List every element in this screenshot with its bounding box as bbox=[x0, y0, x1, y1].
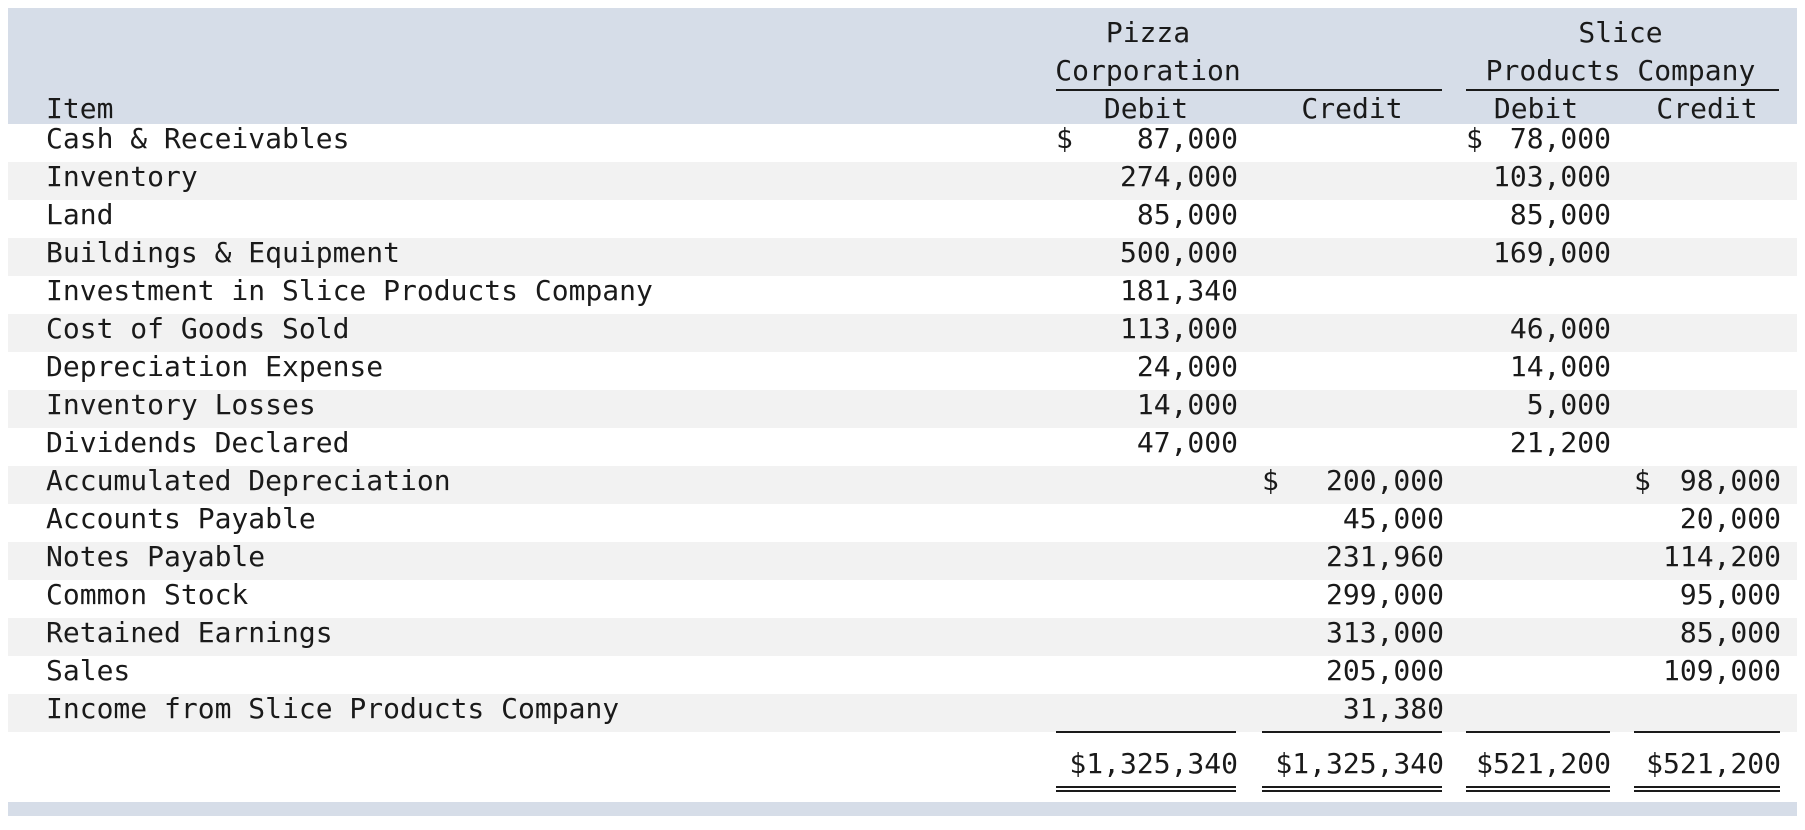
pizza-debit-double-rule bbox=[1056, 786, 1236, 792]
amount-cell: 85,000 bbox=[1679, 616, 1781, 649]
row-stripe bbox=[8, 542, 1797, 580]
amount-cell: 169,000 bbox=[1492, 236, 1611, 269]
row-item-label: Income from Slice Products Company bbox=[46, 692, 620, 725]
slice-credit-total: $521,200 bbox=[1646, 747, 1781, 780]
pizza-header-line2: Corporation bbox=[1055, 54, 1241, 87]
header-background bbox=[8, 8, 1797, 124]
row-item-label: Retained Earnings bbox=[46, 616, 333, 649]
amount-cell: 21,200 bbox=[1509, 426, 1611, 459]
slice-credit-total-rule bbox=[1634, 731, 1780, 733]
amount-cell: 85,000 bbox=[1136, 198, 1238, 231]
amount-cell: 299,000 bbox=[1325, 578, 1444, 611]
amount-cell: 205,000 bbox=[1325, 654, 1444, 687]
amount-cell: 85,000 bbox=[1509, 198, 1611, 231]
row-item-label: Inventory Losses bbox=[46, 388, 316, 421]
row-stripe bbox=[8, 618, 1797, 656]
amount-cell: 46,000 bbox=[1509, 312, 1611, 345]
currency-symbol: $ bbox=[1262, 464, 1279, 497]
currency-symbol: $ bbox=[1056, 122, 1073, 155]
row-item-label: Depreciation Expense bbox=[46, 350, 384, 383]
row-item-label: Inventory bbox=[46, 160, 198, 193]
amount-cell: 109,000 bbox=[1662, 654, 1781, 687]
row-item-label: Buildings & Equipment bbox=[46, 236, 401, 269]
row-item-label: Cash & Receivables bbox=[46, 122, 350, 155]
pizza-debit-total-rule bbox=[1056, 731, 1236, 733]
row-item-label: Common Stock bbox=[46, 578, 249, 611]
slice-debit-header: Debit bbox=[1493, 92, 1579, 125]
amount-cell: 31,380 bbox=[1342, 692, 1444, 725]
pizza-credit-double-rule bbox=[1262, 786, 1442, 792]
slice-header-line2: Products Company bbox=[1485, 54, 1756, 87]
row-stripe bbox=[8, 162, 1797, 200]
amount-cell: 114,200 bbox=[1662, 540, 1781, 573]
row-item-label: Investment in Slice Products Company bbox=[46, 274, 653, 307]
pizza-debit-total: $1,325,340 bbox=[1069, 747, 1238, 780]
currency-symbol: $ bbox=[1634, 464, 1651, 497]
slice-credit-double-rule bbox=[1634, 786, 1780, 792]
amount-cell: 14,000 bbox=[1509, 350, 1611, 383]
row-item-label: Cost of Goods Sold bbox=[46, 312, 350, 345]
amount-cell: 313,000 bbox=[1325, 616, 1444, 649]
amount-cell: 231,960 bbox=[1325, 540, 1444, 573]
row-item-label: Accumulated Depreciation bbox=[46, 464, 451, 497]
pizza-debit-header: Debit bbox=[1103, 92, 1189, 125]
footer-band bbox=[8, 802, 1797, 816]
row-stripe bbox=[8, 238, 1797, 276]
row-stripe bbox=[8, 314, 1797, 352]
trial-balance-table: Pizza Corporation Slice Products Company… bbox=[8, 8, 1797, 826]
row-item-label: Land bbox=[46, 198, 114, 231]
pizza-credit-total: $1,325,340 bbox=[1275, 747, 1444, 780]
row-stripe bbox=[8, 390, 1797, 428]
amount-cell: 500,000 bbox=[1119, 236, 1238, 269]
pizza-header-underline bbox=[1056, 89, 1442, 91]
pizza-header-line1: Pizza bbox=[1105, 16, 1191, 49]
pizza-credit-total-rule bbox=[1262, 731, 1442, 733]
amount-cell: 45,000 bbox=[1342, 502, 1444, 535]
row-item-label: Dividends Declared bbox=[46, 426, 350, 459]
amount-cell: 24,000 bbox=[1136, 350, 1238, 383]
amount-cell: 87,000 bbox=[1136, 122, 1238, 155]
amount-cell: 103,000 bbox=[1492, 160, 1611, 193]
amount-cell: 47,000 bbox=[1136, 426, 1238, 459]
slice-debit-total-rule bbox=[1466, 731, 1610, 733]
row-stripe bbox=[8, 466, 1797, 504]
slice-debit-double-rule bbox=[1466, 786, 1610, 792]
amount-cell: 14,000 bbox=[1136, 388, 1238, 421]
slice-header-line1: Slice bbox=[1578, 16, 1663, 49]
row-item-label: Accounts Payable bbox=[46, 502, 316, 535]
amount-cell: 274,000 bbox=[1119, 160, 1238, 193]
amount-cell: 78,000 bbox=[1509, 122, 1611, 155]
amount-cell: 5,000 bbox=[1526, 388, 1611, 421]
slice-credit-header: Credit bbox=[1656, 92, 1758, 125]
amount-cell: 181,340 bbox=[1119, 274, 1238, 307]
amount-cell: 20,000 bbox=[1679, 502, 1781, 535]
amount-cell: 113,000 bbox=[1119, 312, 1238, 345]
amount-cell: 95,000 bbox=[1679, 578, 1781, 611]
row-stripe bbox=[8, 694, 1797, 732]
row-item-label: Notes Payable bbox=[46, 540, 266, 573]
item-column-header: Item bbox=[46, 92, 114, 125]
slice-debit-total: $521,200 bbox=[1476, 747, 1611, 780]
amount-cell: 98,000 bbox=[1679, 464, 1781, 497]
slice-header-underline bbox=[1466, 89, 1779, 91]
currency-symbol: $ bbox=[1466, 122, 1483, 155]
amount-cell: 200,000 bbox=[1325, 464, 1444, 497]
pizza-credit-header: Credit bbox=[1301, 92, 1403, 125]
row-item-label: Sales bbox=[46, 654, 131, 687]
